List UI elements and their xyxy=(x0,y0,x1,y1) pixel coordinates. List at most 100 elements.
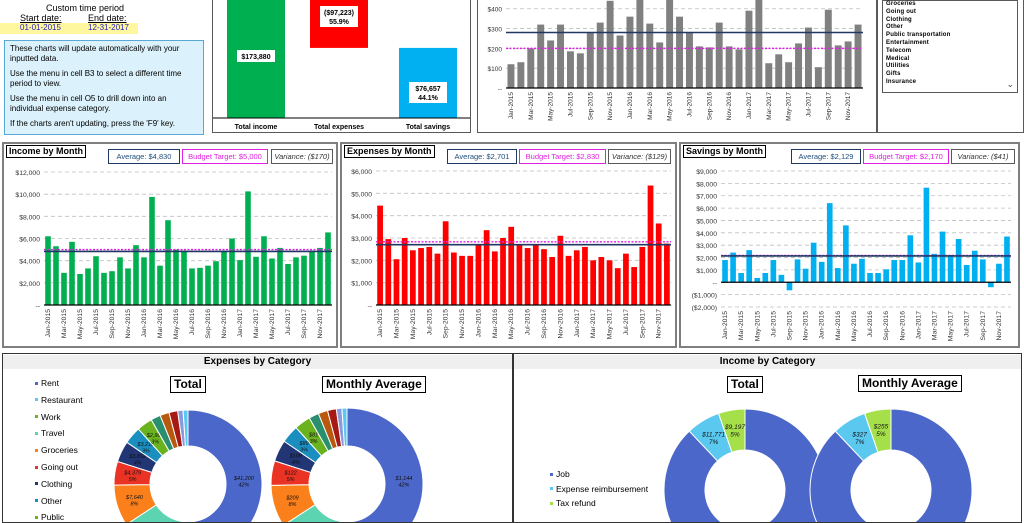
dropdown-option[interactable]: Public transportation xyxy=(886,32,951,39)
bar xyxy=(996,263,1002,283)
bar xyxy=(955,239,962,283)
legend-marker-icon xyxy=(35,398,38,402)
period-title: Custom time period xyxy=(45,3,125,13)
info-line-4: If the charts aren't updating, press the… xyxy=(10,119,175,128)
legend-marker-icon xyxy=(35,515,38,519)
dropdown-option[interactable]: Other xyxy=(886,24,904,31)
end-date-value[interactable]: 12-31-2017 xyxy=(88,23,129,32)
bar xyxy=(125,268,131,305)
x-tick-label: Jan-2016 xyxy=(475,309,482,338)
bar xyxy=(483,230,490,305)
dropdown-option[interactable]: Gifts xyxy=(886,71,901,78)
x-tick-label: Jul-2015 xyxy=(770,311,777,337)
income-chart-title: Income by Month xyxy=(6,145,86,158)
bar xyxy=(524,248,531,305)
y-tick-label: $4,000 xyxy=(351,214,372,221)
bar xyxy=(795,43,803,88)
x-tick-label: Nov-2016 xyxy=(726,92,733,121)
x-tick-label: Jan-2017 xyxy=(237,309,244,338)
legend-item: Travel xyxy=(35,428,64,438)
legend-marker-icon xyxy=(35,415,38,419)
x-tick-label: Nov-2016 xyxy=(221,309,228,339)
bar xyxy=(53,246,59,305)
bar xyxy=(269,258,275,305)
x-tick-label: Sep-2017 xyxy=(301,309,308,339)
y-tick-label: $2,000 xyxy=(19,281,40,288)
bar xyxy=(606,260,613,305)
dropdown-option[interactable]: Utilities xyxy=(886,63,910,70)
income-by-month-chart: -- $2,000 $4,000 $6,000 $8,000 $10,000 $12,000… xyxy=(15,170,332,339)
donut-label: $4,379 xyxy=(123,470,141,476)
summary-chart: $173,880 ($97,223) 55.9% $76,657 44.1% Total … xyxy=(213,0,470,131)
bar xyxy=(778,274,785,283)
dropdown-option[interactable]: Groceries xyxy=(886,1,916,7)
legend-marker-icon xyxy=(35,431,38,435)
bar xyxy=(317,247,323,305)
y-tick-label: $6,000 xyxy=(351,169,372,176)
dropdown-option[interactable]: Entertainment xyxy=(886,39,929,46)
bar xyxy=(631,267,637,305)
x-tick-label: Mar-2017 xyxy=(931,311,938,340)
x-tick-label: May-2017 xyxy=(786,92,793,121)
bar xyxy=(197,267,203,305)
y-tick-label: $9,000 xyxy=(696,169,717,176)
bar xyxy=(109,271,115,305)
bar xyxy=(475,244,482,305)
bar xyxy=(237,260,243,305)
x-tick-label: Mar-2017 xyxy=(253,309,260,338)
bar xyxy=(636,0,644,89)
dropdown-option[interactable]: Going out xyxy=(886,8,917,15)
x-tick-label: Nov-2015 xyxy=(607,92,614,121)
bar xyxy=(639,246,646,305)
x-tick-label: Mar-2015 xyxy=(61,309,68,338)
x-tick-label: May-2017 xyxy=(607,309,614,339)
bar xyxy=(947,255,954,283)
donut-label: $3,892 xyxy=(128,454,146,460)
expenses-total-title: Total xyxy=(170,376,206,393)
dropdown-option[interactable]: Clothing xyxy=(886,16,912,23)
bar xyxy=(854,24,862,88)
data-label: 44.1% xyxy=(418,95,439,102)
dropdown-option[interactable]: Telecom xyxy=(886,47,912,54)
x-tick-label: Total savings xyxy=(406,124,450,131)
bar xyxy=(507,64,515,88)
y-tick-label: $3,000 xyxy=(351,236,372,243)
legend-item: Public xyxy=(35,512,64,522)
x-tick-label: Sep-2015 xyxy=(109,309,116,339)
dropdown-option[interactable]: Insurance xyxy=(886,78,917,85)
x-tick-label: Sep-2015 xyxy=(443,309,450,339)
savings-budget-box: Budget Target: $2,170 xyxy=(863,149,949,164)
chevron-down-icon[interactable]: ⌄ xyxy=(1006,79,1014,89)
bar xyxy=(516,244,523,305)
x-tick-label: Nov-2017 xyxy=(656,309,663,339)
data-label: ($97,223) xyxy=(324,10,354,17)
dropdown-option[interactable]: Medical xyxy=(886,55,910,62)
bar xyxy=(221,250,227,305)
donut-label: 7% xyxy=(855,439,865,446)
start-date-value[interactable]: 01-01-2015 xyxy=(20,23,61,32)
bar xyxy=(875,273,881,283)
legend-item: Clothing xyxy=(35,479,72,489)
bar xyxy=(189,268,195,305)
bar xyxy=(401,238,408,305)
x-tick-label: Mar-2015 xyxy=(393,309,400,338)
y-tick-label: $1,000 xyxy=(696,268,717,275)
category-dropdown[interactable]: Groceries Going out Clothing Other Public tr… xyxy=(882,0,1018,93)
donut-slice xyxy=(717,408,746,453)
bar xyxy=(157,265,163,305)
x-tick-label: May-2016 xyxy=(173,309,180,339)
income-by-category-title: Income by Category xyxy=(514,355,1021,369)
bar xyxy=(527,48,535,88)
bar xyxy=(93,256,99,305)
bar xyxy=(755,0,763,88)
category-month-chart-frame: --$100$200$300$400$500Jan-2015Mar-2015Ma… xyxy=(477,0,877,133)
legend-label: Expense reimbursement xyxy=(556,483,649,494)
bar xyxy=(899,260,906,283)
x-tick-label: May-2016 xyxy=(508,309,515,339)
x-tick-label: Jul-2015 xyxy=(426,309,433,335)
bar xyxy=(590,260,597,305)
x-tick-label: Mar-2015 xyxy=(528,92,535,120)
bar xyxy=(614,268,621,305)
bar xyxy=(253,256,259,305)
x-tick-label: Mar-2017 xyxy=(766,92,773,120)
